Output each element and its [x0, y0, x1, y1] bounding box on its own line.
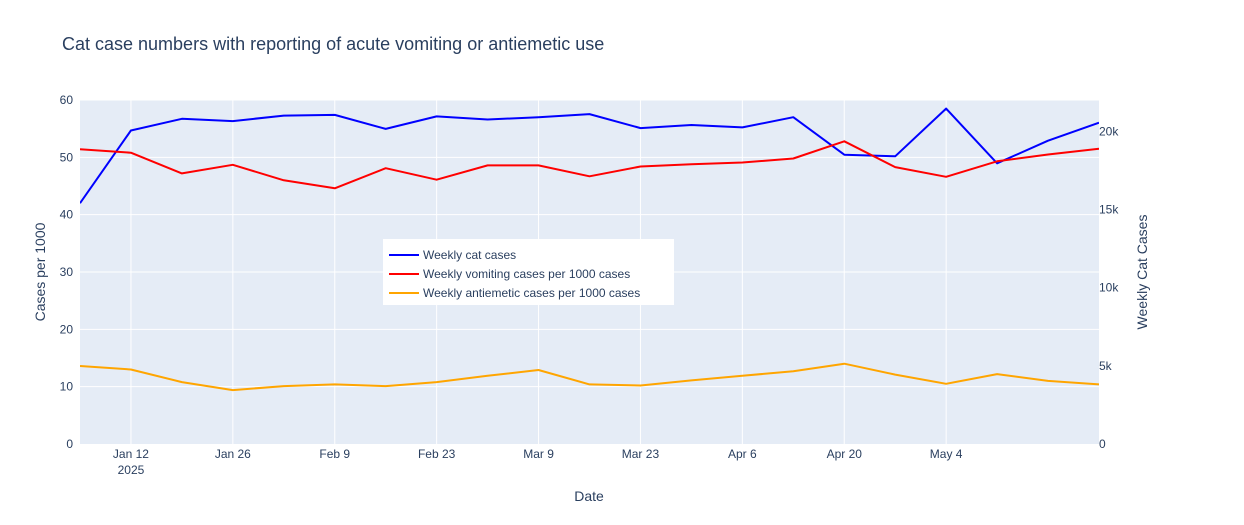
series-line-3 — [80, 362, 1099, 392]
legend-label-3: Weekly antiemetic cases per 1000 cases — [423, 286, 640, 300]
y-tick-label: 10 — [60, 380, 74, 394]
series-line-1 — [80, 107, 1099, 204]
series-lines — [80, 107, 1099, 392]
y-tick-label: 0 — [66, 437, 73, 451]
x-tick-label: Mar 23 — [622, 447, 660, 461]
x-tick-label: Jan 26 — [215, 447, 251, 461]
y2-tick-label: 5k — [1099, 359, 1113, 373]
y2-axis-title: Weekly Cat Cases — [1134, 215, 1150, 330]
x-axis-title: Date — [574, 488, 604, 504]
y2-axis-ticks: 0 5k 10k 15k 20k — [1099, 124, 1119, 451]
x-tick-label: Apr 20 — [827, 447, 863, 461]
y2-tick-label: 10k — [1099, 281, 1119, 295]
x-tick-label: Apr 6 — [728, 447, 757, 461]
x-tick-label: Feb 9 — [319, 447, 350, 461]
y2-tick-label: 15k — [1099, 202, 1119, 216]
y-axis-title: Cases per 1000 — [32, 222, 48, 321]
chart-title: Cat case numbers with reporting of acute… — [62, 34, 604, 54]
x-tick-label: Mar 9 — [523, 447, 554, 461]
y2-tick-label: 20k — [1099, 124, 1119, 138]
x-axis-ticks: Jan 12 2025 Jan 26 Feb 9 Feb 23 Mar 9 Mar 23 Ap… — [113, 447, 963, 477]
x-tick-label: May 4 — [930, 447, 963, 461]
y-axis-ticks: 0 10 20 30 40 50 60 — [60, 93, 74, 451]
legend-box — [383, 239, 674, 305]
series-line-2 — [80, 140, 1099, 190]
y-tick-label: 20 — [60, 322, 74, 336]
x-tick-sublabel: 2025 — [118, 463, 145, 477]
x-tick-label: Jan 12 — [113, 447, 149, 461]
legend-label-2: Weekly vomiting cases per 1000 cases — [423, 267, 630, 281]
y-tick-label: 40 — [60, 208, 74, 222]
x-tick-label: Feb 23 — [418, 447, 456, 461]
y2-tick-label: 0 — [1099, 437, 1106, 451]
y-tick-label: 50 — [60, 150, 74, 164]
legend: Weekly cat cases Weekly vomiting cases pe… — [383, 239, 674, 305]
y-tick-label: 60 — [60, 93, 74, 107]
y-tick-label: 30 — [60, 265, 74, 279]
legend-label-1: Weekly cat cases — [423, 248, 516, 262]
